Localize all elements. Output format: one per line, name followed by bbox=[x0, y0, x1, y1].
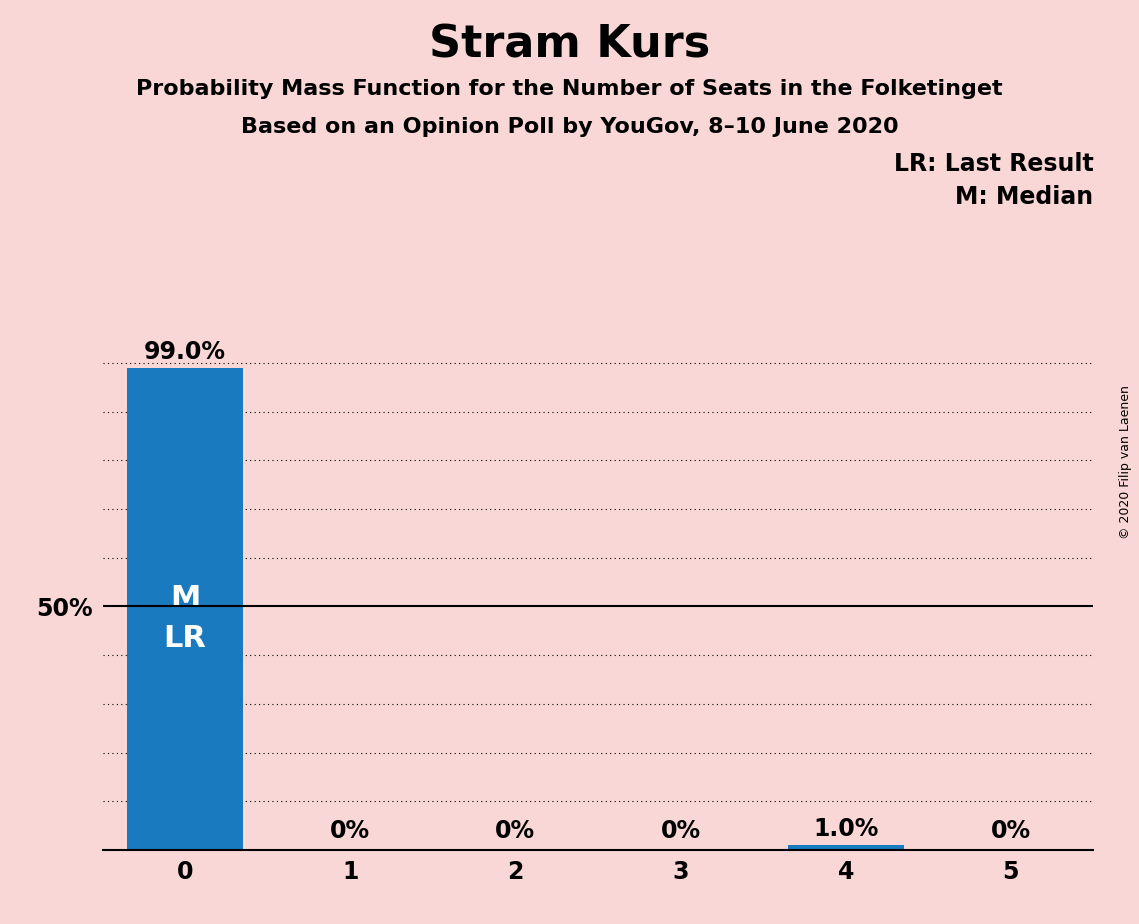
Text: 99.0%: 99.0% bbox=[145, 340, 226, 364]
Text: Based on an Opinion Poll by YouGov, 8–10 June 2020: Based on an Opinion Poll by YouGov, 8–10… bbox=[240, 117, 899, 138]
Text: Stram Kurs: Stram Kurs bbox=[429, 23, 710, 67]
Text: M: Median: M: Median bbox=[956, 185, 1093, 209]
Text: M
LR: M LR bbox=[164, 584, 206, 653]
Text: 0%: 0% bbox=[495, 819, 535, 843]
Text: Probability Mass Function for the Number of Seats in the Folketinget: Probability Mass Function for the Number… bbox=[137, 79, 1002, 99]
Text: 0%: 0% bbox=[991, 819, 1031, 843]
Bar bbox=[128, 368, 243, 850]
Text: 0%: 0% bbox=[661, 819, 700, 843]
Bar bbox=[788, 845, 903, 850]
Text: © 2020 Filip van Laenen: © 2020 Filip van Laenen bbox=[1118, 385, 1132, 539]
Text: 0%: 0% bbox=[330, 819, 370, 843]
Text: 1.0%: 1.0% bbox=[813, 818, 878, 842]
Text: LR: Last Result: LR: Last Result bbox=[894, 152, 1093, 176]
